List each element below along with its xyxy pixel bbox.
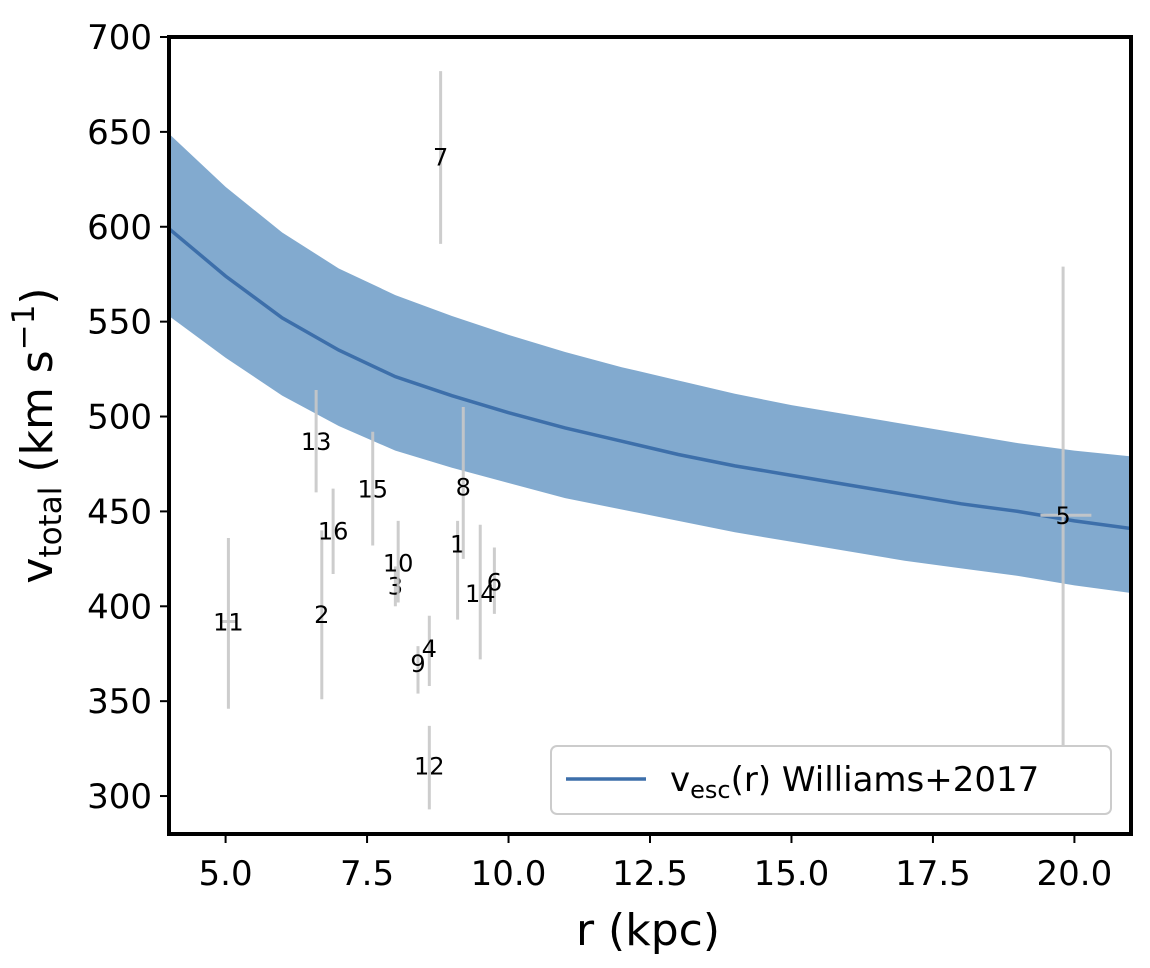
point-label: 2 xyxy=(314,601,329,629)
point-label: 16 xyxy=(318,517,349,545)
data-point-11: 11 xyxy=(213,537,244,709)
y-tick-label: 350 xyxy=(87,682,152,722)
point-label: 1 xyxy=(450,531,465,559)
point-label: 4 xyxy=(422,635,437,663)
data-point-2: 2 xyxy=(314,530,329,700)
point-label: 6 xyxy=(487,569,502,597)
y-axis-title: vtotal (km s−1) xyxy=(6,287,69,583)
point-label: 10 xyxy=(383,550,414,578)
x-tick-label: 7.5 xyxy=(340,854,394,894)
point-label: 11 xyxy=(213,608,244,636)
escape-velocity-curve xyxy=(169,227,1131,531)
point-label: 12 xyxy=(414,753,445,781)
point-label: 9 xyxy=(410,650,425,678)
y-tick-label: 600 xyxy=(87,208,152,248)
y-tick-label: 700 xyxy=(87,18,152,58)
y-tick-label: 650 xyxy=(87,113,152,153)
x-tick-label: 10.0 xyxy=(471,854,547,894)
uncertainty-band-layer xyxy=(169,133,1131,593)
x-axis-title: r (kpc) xyxy=(576,905,720,956)
escape-curve-layer xyxy=(169,227,1131,531)
data-point-16: 16 xyxy=(318,488,349,575)
point-label: 8 xyxy=(456,474,471,502)
x-tick-label: 5.0 xyxy=(199,854,253,894)
point-label: 13 xyxy=(301,428,332,456)
y-tick-label: 500 xyxy=(87,398,152,438)
point-label: 5 xyxy=(1055,502,1070,530)
uncertainty-band xyxy=(169,133,1131,593)
data-point-5: 5 xyxy=(1040,266,1092,747)
y-tick-label: 450 xyxy=(87,492,152,532)
data-point-14: 14 xyxy=(465,524,496,660)
x-tick-label: 12.5 xyxy=(612,854,688,894)
legend-box xyxy=(550,745,1112,815)
y-tick-label: 400 xyxy=(87,587,152,627)
data-point-12: 12 xyxy=(414,725,445,810)
data-point-9: 9 xyxy=(410,646,426,694)
axes-layer: 5.0 7.5 10.0 12.5 15.0 17.5 20.0 300 350 400 450 50… xyxy=(87,18,1133,894)
x-tick-label: 17.5 xyxy=(895,854,971,894)
data-point-4: 4 xyxy=(422,615,437,686)
x-tick-label: 20.0 xyxy=(1037,854,1113,894)
point-label: 7 xyxy=(433,144,448,172)
point-label: 15 xyxy=(357,476,388,504)
x-tick-label: 15.0 xyxy=(754,854,830,894)
y-tick-label: 550 xyxy=(87,303,152,343)
axis-titles: r (kpc) vtotal (km s−1) xyxy=(6,287,720,956)
legend: vesc(r) Williams+2017 xyxy=(550,745,1112,815)
point-label: 14 xyxy=(465,580,496,608)
data-point-15: 15 xyxy=(357,431,388,546)
data-point-8: 8 xyxy=(456,407,471,559)
data-point-1: 1 xyxy=(450,520,465,620)
data-point-7: 7 xyxy=(433,71,448,244)
legend-label: vesc(r) Williams+2017 xyxy=(670,760,1039,804)
data-point-10: 10 xyxy=(383,520,414,603)
data-point-6: 6 xyxy=(487,547,502,614)
data-point-13: 13 xyxy=(301,389,332,493)
y-tick-label: 300 xyxy=(87,777,152,817)
